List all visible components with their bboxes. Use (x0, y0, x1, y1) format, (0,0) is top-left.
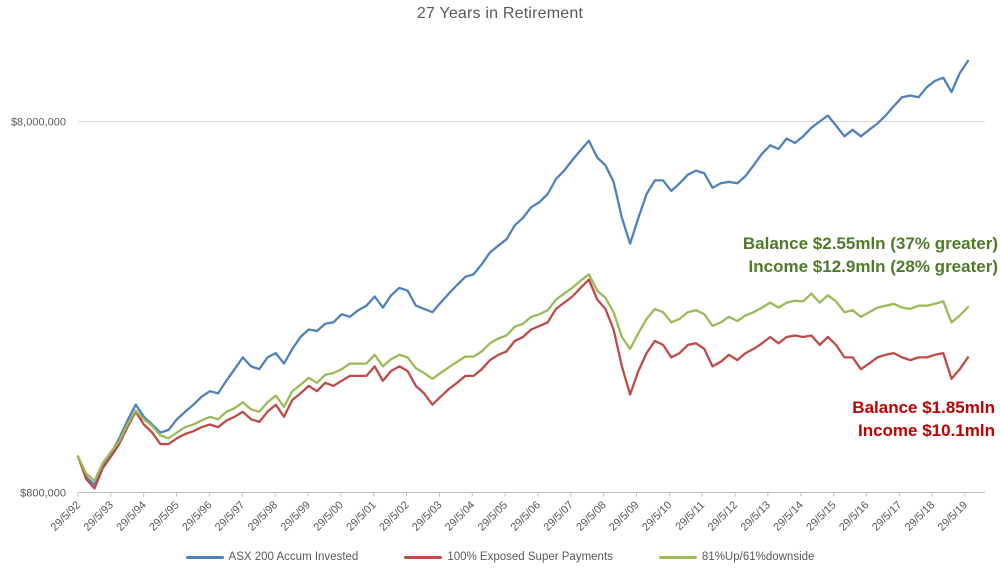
legend-label: 81%Up/61%downside (701, 551, 815, 563)
annotation-green-income: Income $12.9mln (28% greater) (748, 257, 998, 276)
svg-text:29/5/07: 29/5/07 (541, 499, 575, 533)
svg-text:29/5/01: 29/5/01 (344, 499, 378, 533)
svg-text:29/5/06: 29/5/06 (509, 499, 543, 533)
svg-text:29/5/09: 29/5/09 (607, 499, 641, 533)
svg-text:29/5/93: 29/5/93 (82, 499, 116, 533)
svg-text:29/5/92: 29/5/92 (49, 499, 83, 533)
svg-text:29/5/10: 29/5/10 (640, 499, 674, 533)
legend-entry-up-downside: 81%Up/61%downside (658, 551, 815, 563)
legend-label: ASX 200 Accum Invested (228, 551, 359, 563)
legend-entry-asx200: ASX 200 Accum Invested (185, 551, 359, 563)
svg-text:29/5/04: 29/5/04 (443, 499, 477, 533)
legend-line-swatch-green (658, 555, 697, 559)
chart-title: 27 Years in Retirement (416, 5, 584, 22)
svg-text:29/5/17: 29/5/17 (870, 499, 904, 533)
annotation-green-series: Balance $2.55mln (37% greater) Income $1… (743, 232, 998, 278)
svg-text:29/5/96: 29/5/96 (180, 499, 214, 533)
annotation-red-series: Balance $1.85mln Income $10.1mln (852, 396, 995, 442)
svg-text:29/5/02: 29/5/02 (377, 499, 411, 533)
svg-text:29/5/00: 29/5/00 (311, 499, 345, 533)
svg-text:29/5/99: 29/5/99 (279, 499, 313, 533)
svg-text:29/5/94: 29/5/94 (114, 499, 148, 533)
svg-text:29/5/11: 29/5/11 (673, 499, 707, 533)
annotation-green-balance: Balance $2.55mln (37% greater) (742, 234, 998, 253)
svg-text:29/5/16: 29/5/16 (837, 499, 871, 533)
annotation-red-income: Income $10.1mln (857, 421, 995, 440)
svg-text:29/5/15: 29/5/15 (804, 499, 838, 533)
svg-text:29/5/03: 29/5/03 (410, 499, 444, 533)
svg-text:29/5/12: 29/5/12 (706, 499, 740, 533)
legend-entry-exposed-super: 100% Exposed Super Payments (404, 551, 613, 563)
chart-legend: ASX 200 Accum Invested 100% Exposed Supe… (0, 551, 1000, 563)
svg-text:29/5/19: 29/5/19 (936, 499, 970, 533)
legend-label: 100% Exposed Super Payments (447, 551, 613, 563)
svg-text:29/5/05: 29/5/05 (476, 499, 510, 533)
svg-text:29/5/13: 29/5/13 (739, 499, 773, 533)
svg-text:29/5/14: 29/5/14 (771, 499, 805, 533)
svg-text:$8,000,000: $8,000,000 (11, 117, 66, 129)
legend-line-swatch-red (404, 555, 443, 559)
annotation-red-balance: Balance $1.85mln (852, 398, 995, 417)
svg-text:$800,000: $800,000 (20, 488, 66, 500)
svg-text:29/5/97: 29/5/97 (213, 499, 247, 533)
svg-text:29/5/18: 29/5/18 (903, 499, 937, 533)
svg-text:29/5/98: 29/5/98 (246, 499, 280, 533)
svg-text:29/5/08: 29/5/08 (574, 499, 608, 533)
legend-line-swatch-blue (185, 555, 224, 559)
svg-text:29/5/95: 29/5/95 (147, 499, 181, 533)
